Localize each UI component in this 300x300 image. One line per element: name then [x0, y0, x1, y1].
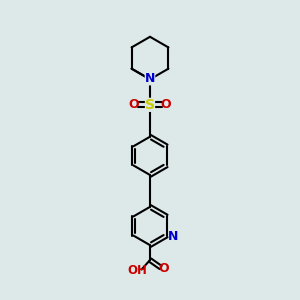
Text: O: O [129, 98, 140, 111]
Text: N: N [145, 72, 155, 85]
Text: S: S [145, 98, 155, 112]
Text: OH: OH [127, 264, 147, 277]
Text: N: N [168, 230, 178, 243]
Text: O: O [160, 98, 171, 111]
Text: O: O [158, 262, 169, 275]
